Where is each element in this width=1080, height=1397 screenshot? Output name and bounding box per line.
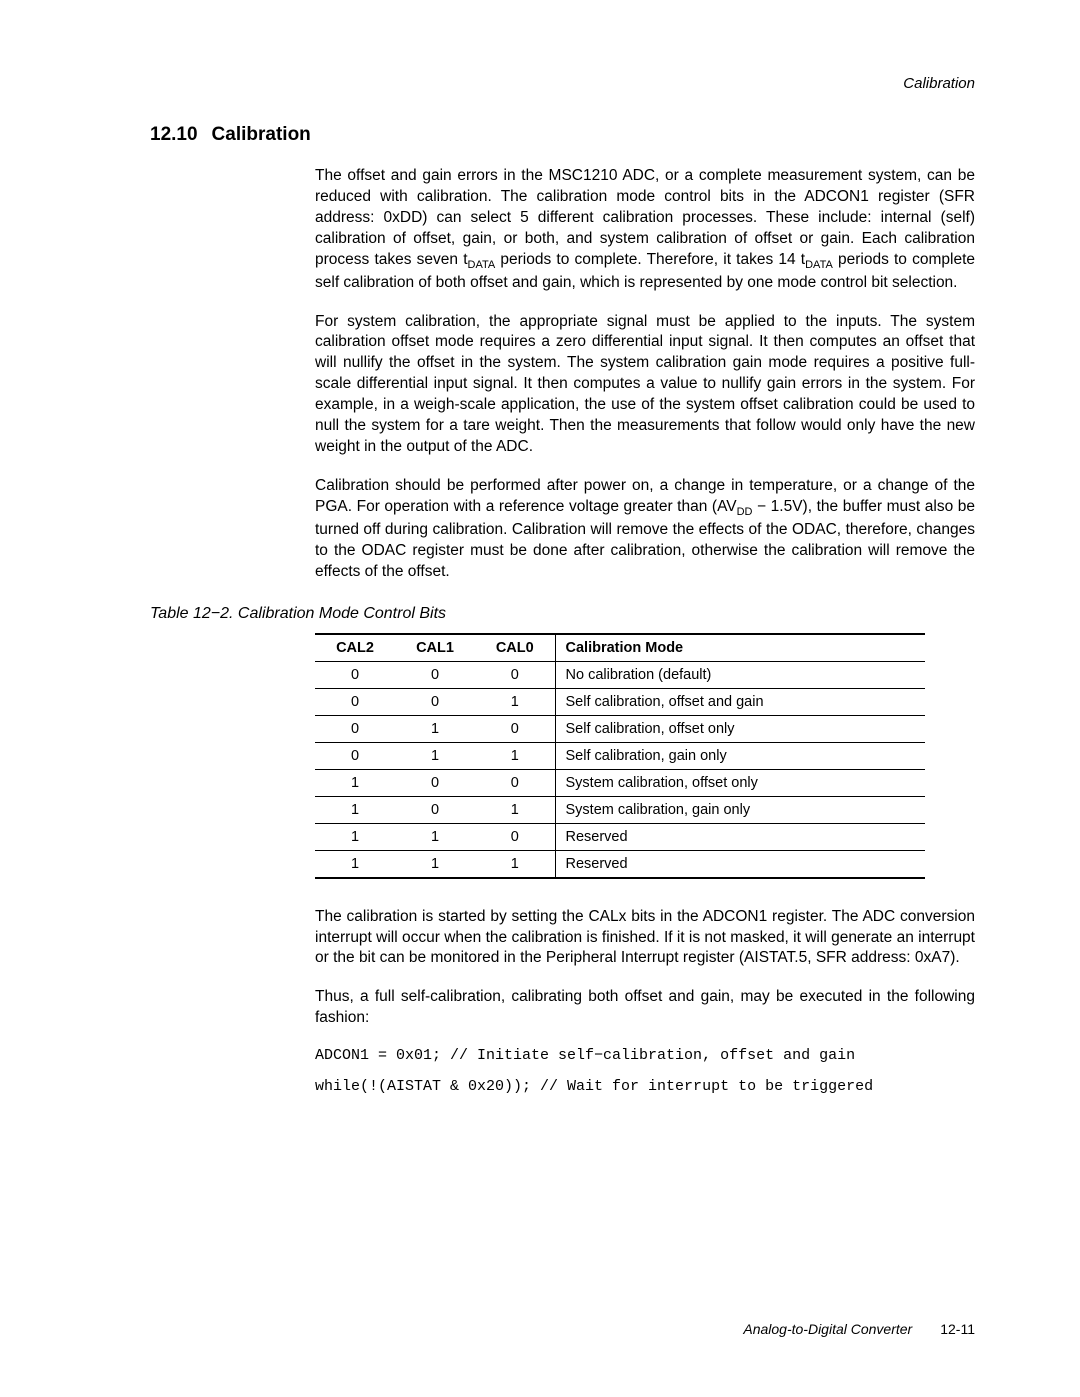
cell: 1 (315, 769, 395, 796)
cell: Self calibration, offset only (555, 715, 925, 742)
table-row: 101System calibration, gain only (315, 796, 925, 823)
table-row: 111Reserved (315, 850, 925, 878)
cell: System calibration, offset only (555, 769, 925, 796)
subscript-data-2: DATA (805, 259, 833, 271)
table-header-row: CAL2 CAL1 CAL0 Calibration Mode (315, 634, 925, 662)
cell: No calibration (default) (555, 661, 925, 688)
paragraph-5: Thus, a full self-calibration, calibrati… (315, 987, 975, 1029)
cell: 0 (475, 823, 555, 850)
section-number: 12.10 (150, 124, 198, 146)
cell: 1 (475, 742, 555, 769)
running-header: Calibration (150, 75, 975, 92)
section-heading: 12.10 Calibration (150, 124, 975, 146)
cell: 0 (315, 661, 395, 688)
cell: 1 (475, 850, 555, 878)
subscript-dd: DD (737, 506, 753, 518)
col-header-cal0: CAL0 (475, 634, 555, 662)
cell: 1 (395, 823, 475, 850)
cell: Reserved (555, 850, 925, 878)
cell: 0 (315, 715, 395, 742)
table-body: 000No calibration (default) 001Self cali… (315, 661, 925, 878)
cell: Self calibration, gain only (555, 742, 925, 769)
cell: 0 (475, 661, 555, 688)
cell: 0 (475, 715, 555, 742)
footer-chapter-title: Analog-to-Digital Converter (743, 1321, 912, 1337)
table-row: 010Self calibration, offset only (315, 715, 925, 742)
col-header-cal2: CAL2 (315, 634, 395, 662)
table-row: 000No calibration (default) (315, 661, 925, 688)
cell: 0 (395, 661, 475, 688)
cell: 1 (395, 742, 475, 769)
code-line-2: while(!(AISTAT & 0x20)); // Wait for int… (315, 1078, 975, 1095)
cell: 0 (475, 769, 555, 796)
cell: 1 (315, 850, 395, 878)
section-title: Calibration (212, 124, 311, 145)
table-row: 001Self calibration, offset and gain (315, 688, 925, 715)
cell: System calibration, gain only (555, 796, 925, 823)
table-row: 100System calibration, offset only (315, 769, 925, 796)
footer-page-number: 12-11 (940, 1321, 975, 1337)
table-row: 110Reserved (315, 823, 925, 850)
paragraph-1-text-b: periods to complete. Therefore, it takes… (495, 251, 805, 268)
paragraph-3: Calibration should be performed after po… (315, 476, 975, 583)
subscript-data-1: DATA (468, 259, 496, 271)
cell: 0 (395, 796, 475, 823)
col-header-cal1: CAL1 (395, 634, 475, 662)
cell: 1 (395, 715, 475, 742)
cell: 1 (315, 823, 395, 850)
table-caption: Table 12−2. Calibration Mode Control Bit… (150, 605, 975, 623)
cell: Self calibration, offset and gain (555, 688, 925, 715)
cell: 1 (475, 796, 555, 823)
cell: 0 (395, 688, 475, 715)
cell: Reserved (555, 823, 925, 850)
code-line-1: ADCON1 = 0x01; // Initiate self−calibrat… (315, 1047, 975, 1064)
cell: 0 (315, 742, 395, 769)
calibration-table: CAL2 CAL1 CAL0 Calibration Mode 000No ca… (315, 633, 925, 879)
col-header-mode: Calibration Mode (555, 634, 925, 662)
page-footer: Analog-to-Digital Converter 12-11 (743, 1321, 975, 1337)
paragraph-1: The offset and gain errors in the MSC121… (315, 166, 975, 294)
cell: 1 (315, 796, 395, 823)
cell: 0 (395, 769, 475, 796)
table-row: 011Self calibration, gain only (315, 742, 925, 769)
cell: 0 (315, 688, 395, 715)
cell: 1 (475, 688, 555, 715)
paragraph-2: For system calibration, the appropriate … (315, 312, 975, 458)
paragraph-4: The calibration is started by setting th… (315, 907, 975, 970)
cell: 1 (395, 850, 475, 878)
